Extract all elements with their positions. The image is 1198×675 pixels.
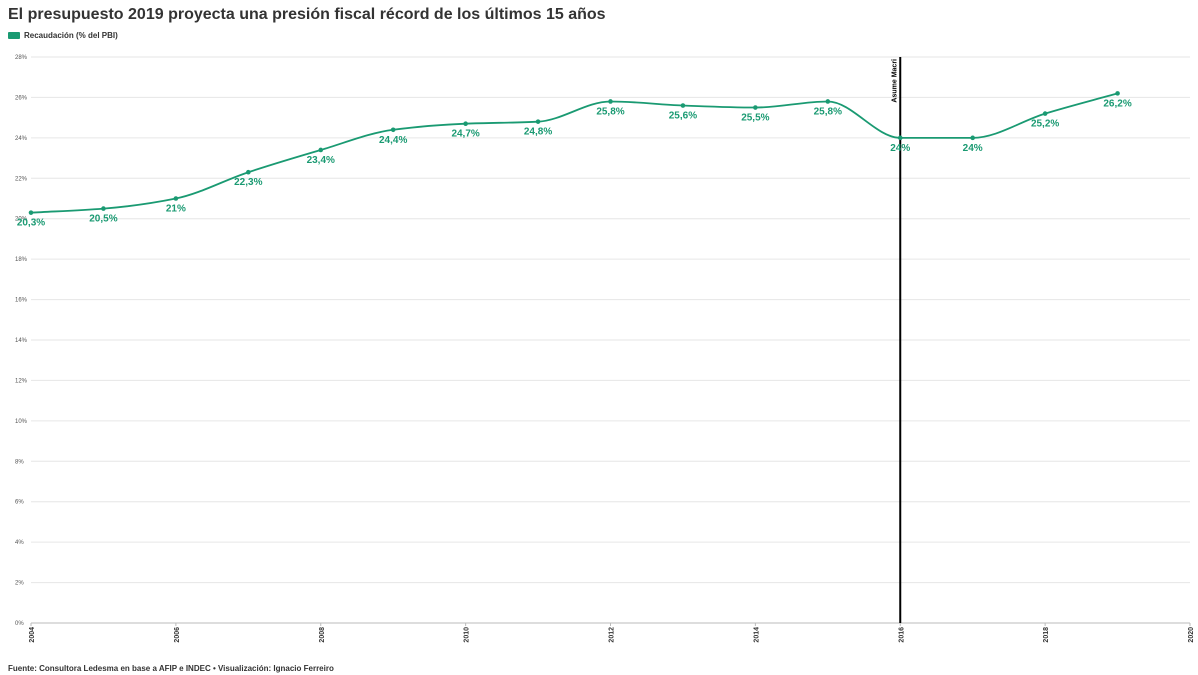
x-tick-label: 2014 (753, 627, 760, 643)
data-point (608, 99, 613, 104)
source-footer: Fuente: Consultora Ledesma en base a AFI… (8, 664, 334, 673)
data-point (1115, 91, 1120, 96)
legend-swatch (8, 32, 20, 39)
y-tick-label: 24% (15, 136, 28, 142)
data-label: 26,2% (1103, 98, 1131, 109)
y-tick-label: 26% (15, 95, 28, 101)
x-tick-label: 2010 (464, 627, 471, 643)
data-point (897, 135, 903, 141)
data-label: 22,3% (234, 177, 262, 188)
x-tick-label: 2018 (1043, 627, 1050, 643)
y-tick-label: 2% (15, 581, 24, 587)
data-point (535, 119, 541, 124)
data-label: 25,2% (1031, 119, 1059, 130)
y-tick-label: 8% (15, 459, 24, 465)
data-point (173, 196, 179, 201)
data-point (753, 105, 758, 110)
annotation-label: Asume Macri (891, 59, 898, 103)
legend: Recaudación (% del PBI) (8, 31, 118, 40)
y-tick-label: 16% (15, 298, 28, 304)
x-tick-label: 2008 (319, 627, 326, 643)
data-label: 25,8% (814, 106, 842, 117)
chart-title: El presupuesto 2019 proyecta una presión… (8, 6, 606, 23)
data-point (680, 103, 686, 108)
data-label: 24,8% (524, 127, 552, 138)
data-point (1042, 111, 1048, 116)
data-point (28, 210, 34, 215)
y-tick-label: 0% (15, 621, 24, 627)
series-line (30, 92, 1118, 214)
x-tick-label: 2020 (1188, 627, 1195, 643)
y-tick-label: 4% (15, 540, 24, 546)
data-point (390, 127, 396, 133)
data-label: 24% (963, 143, 983, 154)
y-tick-label: 18% (15, 257, 28, 263)
data-point (463, 121, 468, 127)
y-tick-label: 12% (15, 378, 28, 384)
data-point (970, 135, 975, 141)
y-tick-label: 10% (15, 419, 28, 425)
y-tick-label: 22% (15, 176, 28, 182)
data-label: 20,5% (89, 214, 117, 225)
x-tick-label: 2006 (174, 627, 181, 643)
data-label: 24,4% (379, 135, 407, 146)
data-label: 24% (890, 143, 910, 154)
data-point (318, 147, 324, 153)
data-label: 23,4% (307, 155, 335, 166)
x-tick-label: 2012 (609, 627, 616, 643)
data-label: 25,5% (741, 113, 769, 124)
y-tick-label: 6% (15, 500, 24, 506)
x-tick-label: 2016 (898, 627, 905, 643)
y-tick-label: 28% (15, 55, 28, 61)
x-tick-label: 2004 (29, 627, 36, 643)
data-label: 25,6% (669, 111, 697, 122)
data-point (246, 169, 251, 175)
data-label: 25,8% (596, 106, 624, 117)
data-label: 24,7% (451, 129, 479, 140)
data-label: 20,3% (17, 218, 45, 229)
data-point (825, 99, 831, 104)
y-tick-label: 14% (15, 338, 28, 344)
data-label: 21% (166, 204, 186, 215)
y-tick-label: 20% (15, 217, 28, 223)
legend-label: Recaudación (% del PBI) (24, 31, 118, 40)
data-point (101, 206, 106, 211)
